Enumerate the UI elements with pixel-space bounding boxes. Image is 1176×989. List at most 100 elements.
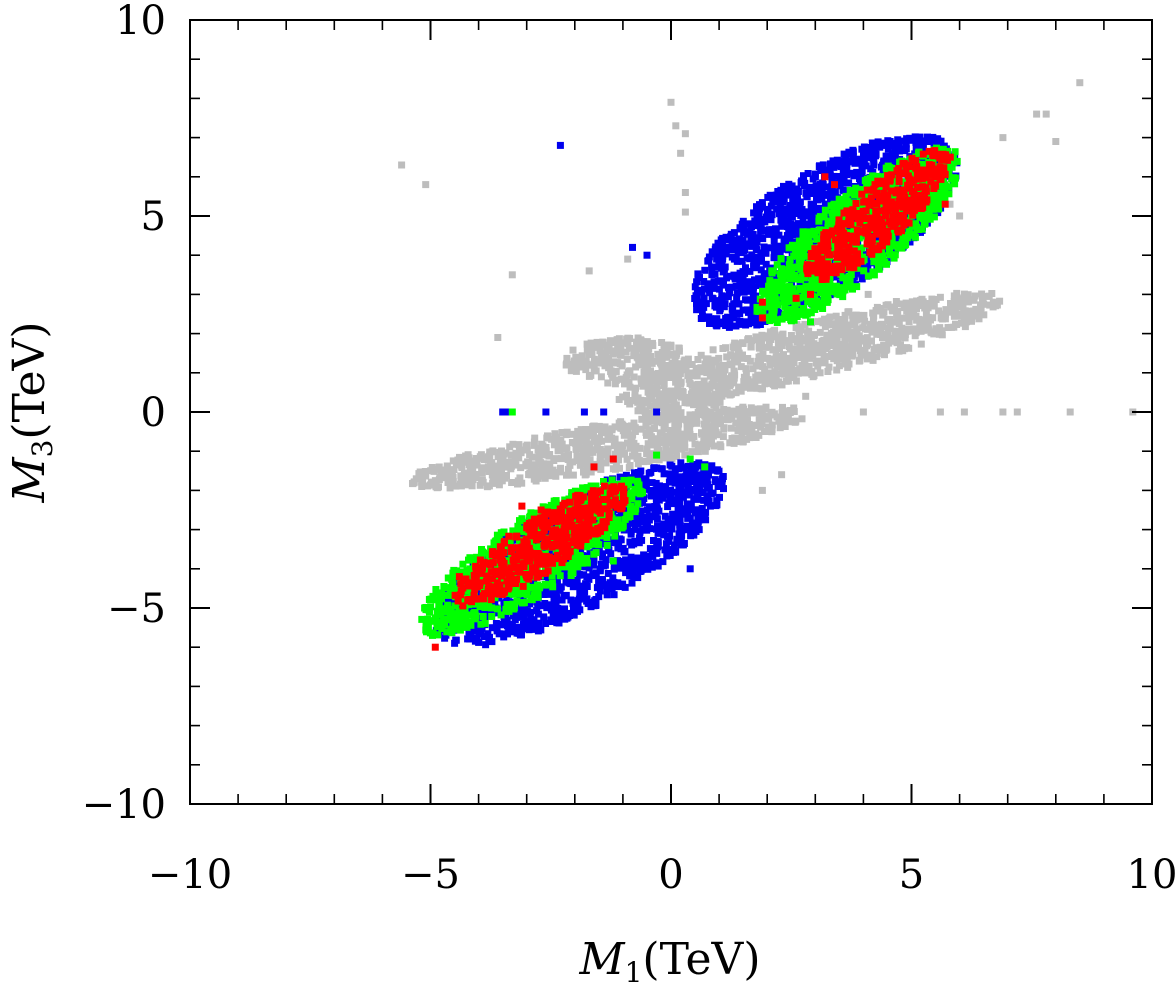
data-point — [553, 576, 561, 584]
data-point — [815, 188, 823, 196]
data-point — [842, 333, 849, 341]
data-point — [719, 255, 727, 263]
data-point — [634, 520, 642, 528]
data-point — [664, 503, 672, 511]
data-point — [735, 383, 743, 391]
data-point — [506, 443, 514, 451]
data-point — [978, 290, 986, 298]
data-point — [713, 397, 721, 405]
data-point — [758, 414, 766, 422]
data-point — [932, 325, 940, 333]
data-point — [732, 419, 740, 427]
data-point — [643, 251, 651, 259]
data-point — [655, 394, 663, 402]
data-point — [632, 338, 640, 346]
data-point — [412, 475, 420, 483]
data-point — [498, 621, 506, 629]
data-point — [667, 351, 675, 358]
data-point — [869, 140, 877, 148]
data-point — [793, 321, 801, 329]
data-point — [726, 289, 734, 297]
data-point — [950, 312, 958, 320]
data-point — [868, 337, 875, 345]
data-point — [622, 374, 630, 382]
data-point — [680, 441, 688, 449]
data-point — [648, 547, 656, 555]
data-point — [595, 577, 603, 585]
data-point — [785, 356, 793, 364]
data-point — [880, 308, 888, 316]
data-point — [880, 140, 888, 147]
data-point — [478, 469, 486, 477]
data-point — [572, 353, 580, 361]
data-point — [773, 205, 781, 213]
data-point — [801, 221, 809, 228]
data-point — [671, 420, 679, 428]
data-point — [642, 554, 650, 562]
data-point — [732, 389, 740, 397]
data-point — [892, 233, 900, 240]
data-point — [743, 281, 751, 289]
data-point — [716, 305, 724, 313]
data-point — [761, 380, 769, 388]
data-point — [902, 140, 910, 148]
data-point — [722, 315, 730, 323]
data-point — [863, 334, 871, 342]
data-point — [494, 334, 502, 341]
data-point — [839, 186, 847, 194]
data-point — [485, 468, 493, 475]
data-point — [531, 461, 539, 469]
data-point — [757, 227, 765, 235]
data-point — [816, 328, 824, 336]
data-point — [918, 160, 926, 168]
data-point — [660, 520, 668, 528]
data-point — [580, 594, 587, 602]
data-point — [527, 465, 535, 473]
data-point — [784, 185, 792, 193]
data-point — [501, 474, 509, 482]
data-point — [593, 338, 601, 346]
data-point — [550, 457, 558, 464]
data-point — [483, 483, 491, 491]
data-point — [964, 297, 972, 305]
data-point — [770, 327, 777, 335]
data-point — [754, 211, 762, 219]
data-point — [703, 416, 711, 424]
data-point — [897, 341, 904, 349]
data-point — [609, 574, 617, 582]
data-point — [706, 440, 714, 448]
data-point — [722, 382, 730, 390]
data-point — [772, 225, 779, 233]
data-point — [695, 404, 703, 412]
data-point — [745, 240, 753, 248]
data-point — [707, 413, 715, 421]
data-point — [657, 465, 665, 473]
data-point — [870, 158, 878, 166]
data-point — [446, 484, 454, 492]
data-point — [760, 428, 768, 435]
data-point — [471, 627, 479, 634]
data-point — [691, 388, 699, 396]
data-point — [685, 375, 693, 383]
data-point — [625, 344, 633, 352]
data-point — [442, 474, 450, 482]
data-point — [747, 308, 755, 316]
data-point — [660, 425, 668, 433]
data-point — [924, 133, 931, 141]
data-point — [758, 486, 766, 494]
data-point — [823, 183, 831, 191]
data-point — [734, 427, 742, 434]
data-point — [398, 161, 406, 169]
data-point — [500, 450, 508, 458]
data-point — [860, 150, 867, 158]
data-point — [450, 466, 458, 474]
data-point — [674, 511, 682, 519]
data-point — [779, 415, 787, 423]
data-point — [804, 248, 812, 256]
data-point — [635, 469, 642, 476]
data-point — [652, 399, 660, 407]
data-point — [710, 250, 718, 258]
data-point — [766, 361, 774, 369]
data-point — [631, 537, 639, 545]
data-point — [762, 275, 770, 283]
